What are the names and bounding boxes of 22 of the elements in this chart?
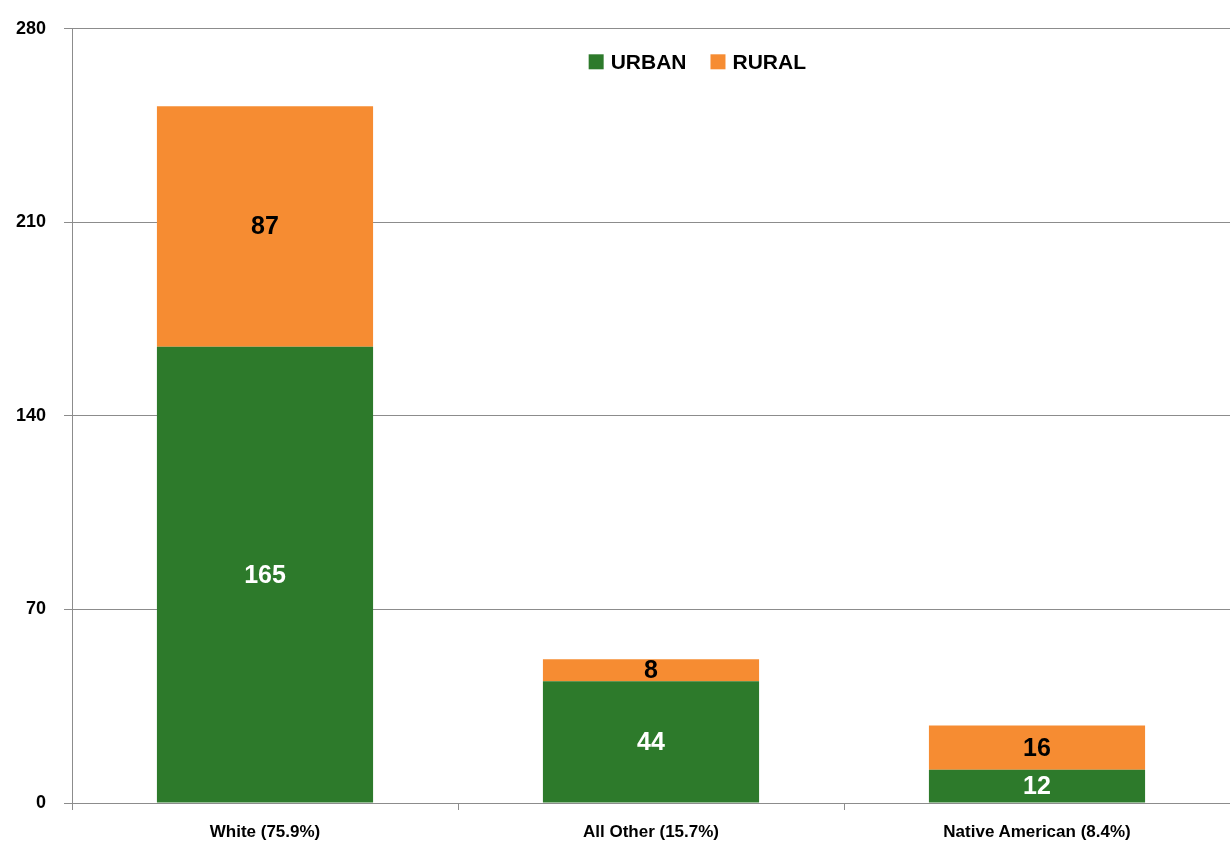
bar: [156, 106, 374, 347]
data-label: 165: [244, 559, 286, 588]
bar: [928, 725, 1146, 770]
x-tick-label: All Other (15.7%): [582, 821, 720, 841]
data-label: 44: [637, 726, 665, 755]
y-tick-label: 140: [15, 404, 46, 425]
bar: [542, 681, 760, 803]
x-tick-label: White (75.9%): [209, 821, 321, 841]
bar: [928, 769, 1146, 803]
legend-label: RURAL: [732, 49, 807, 73]
y-tick-label: 280: [15, 17, 46, 38]
legend-label: URBAN: [610, 49, 687, 73]
bar: [542, 659, 760, 682]
data-label: 16: [1023, 732, 1051, 761]
x-tick-label: Native American (8.4%): [943, 821, 1131, 841]
y-tick-label: 0: [35, 791, 46, 812]
y-tick-label: 70: [25, 598, 46, 619]
data-label: 12: [1023, 771, 1051, 800]
y-tick-label: 210: [15, 211, 46, 232]
data-label: 8: [644, 655, 659, 684]
data-label: 87: [251, 211, 279, 240]
bar: [156, 346, 374, 803]
